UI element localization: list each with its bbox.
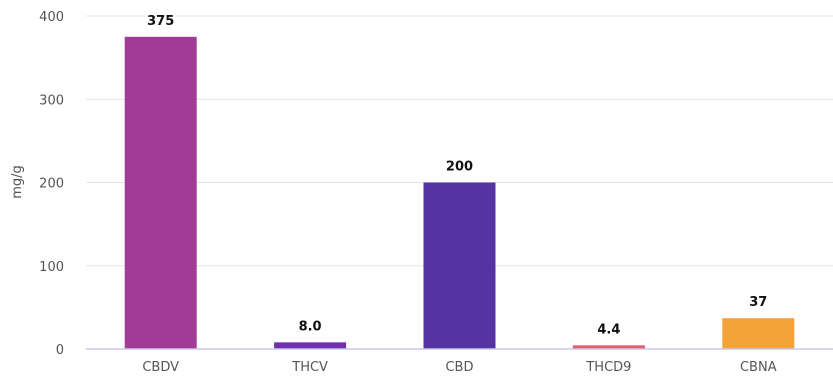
data-label-cbna: 37 bbox=[749, 295, 767, 310]
y-axis-ticks: 0 100 200 300 400 bbox=[39, 10, 64, 358]
bar-thcv bbox=[274, 342, 347, 349]
bars bbox=[124, 36, 795, 349]
x-tick-label: CBD bbox=[445, 360, 473, 375]
bar-cbdv bbox=[124, 36, 197, 349]
bar-cbd bbox=[423, 182, 496, 349]
x-tick-label: CBDV bbox=[142, 360, 179, 375]
x-tick-label: CBNA bbox=[740, 360, 777, 375]
data-label-thcv: 8.0 bbox=[299, 319, 322, 334]
y-tick-label: 300 bbox=[39, 93, 64, 108]
data-label-thcd9: 4.4 bbox=[597, 322, 620, 337]
y-tick-label: 200 bbox=[39, 177, 64, 192]
data-labels: 375 8.0 200 4.4 37 bbox=[147, 14, 767, 338]
x-axis-ticks: CBDV THCV CBD THCD9 CBNA bbox=[142, 360, 776, 375]
bar-thcd9 bbox=[572, 345, 645, 349]
y-tick-label: 100 bbox=[39, 260, 64, 275]
y-axis-label: mg/g bbox=[10, 165, 25, 199]
x-tick-label: THCV bbox=[291, 360, 328, 375]
y-tick-label: 400 bbox=[39, 10, 64, 25]
x-tick-label: THCD9 bbox=[585, 360, 631, 375]
bar-cbna bbox=[722, 318, 795, 349]
data-label-cbdv: 375 bbox=[147, 14, 174, 29]
y-tick-label: 0 bbox=[56, 343, 64, 358]
data-label-cbd: 200 bbox=[446, 160, 473, 175]
